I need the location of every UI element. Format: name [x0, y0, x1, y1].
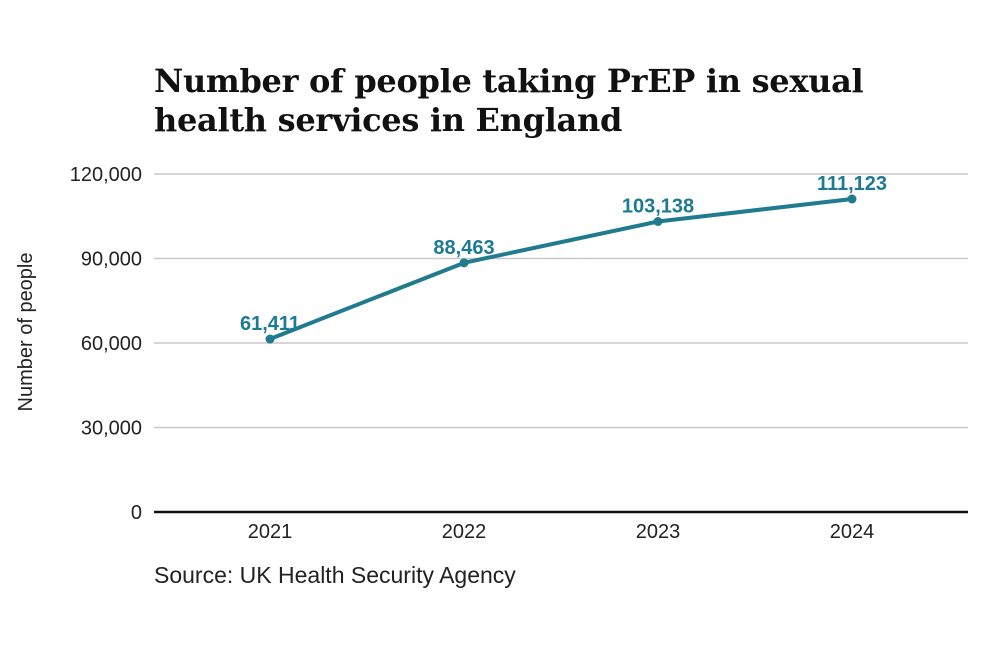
y-tick-label: 30,000	[81, 418, 142, 440]
data-label: 88,463	[433, 237, 494, 259]
y-axis-tick-labels: 0 30,000 60,000 90,000 120,000	[70, 164, 142, 524]
source-note: Source: UK Health Security Agency	[154, 562, 516, 588]
data-point	[847, 194, 857, 204]
gridlines	[154, 173, 968, 429]
data-label: 103,138	[622, 195, 694, 217]
x-tick-label: 2022	[442, 521, 487, 543]
chart-title: Number of people taking PrEP in sexual h…	[154, 62, 864, 139]
y-tick-label: 60,000	[81, 333, 142, 355]
y-tick-label: 120,000	[70, 164, 142, 186]
data-labels: 61,411 88,463 103,138 111,123	[240, 173, 887, 335]
y-tick-label: 90,000	[81, 249, 142, 271]
data-point	[265, 334, 275, 344]
data-label: 61,411	[240, 313, 300, 335]
data-label: 111,123	[817, 173, 887, 195]
data-points	[265, 194, 857, 344]
x-tick-label: 2023	[636, 521, 681, 543]
x-tick-label: 2024	[830, 521, 875, 543]
data-point	[459, 258, 469, 268]
y-axis-title: Number of people	[15, 253, 37, 412]
y-tick-label: 0	[131, 502, 142, 524]
x-axis-tick-labels: 2021 2022 2023 2024	[248, 521, 875, 543]
x-tick-label: 2021	[248, 521, 293, 543]
data-point	[653, 216, 663, 226]
series-line-prep	[268, 197, 854, 342]
